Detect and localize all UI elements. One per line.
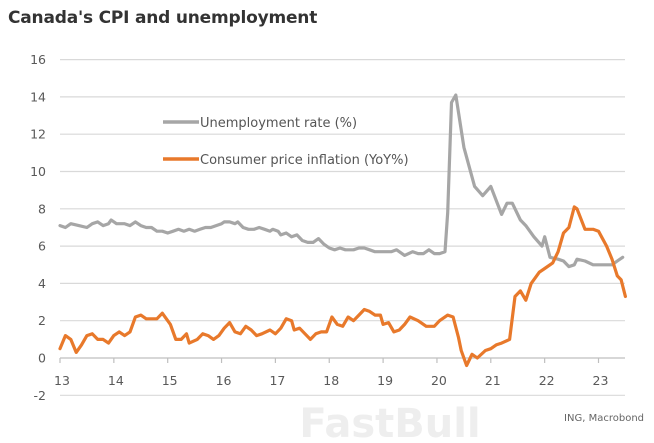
y-tick-label: 12 — [30, 127, 46, 142]
source-note: ING, Macrobond — [564, 413, 644, 424]
legend-label: Consumer price inflation (YoY%) — [200, 153, 409, 168]
unemployment-rate-line — [58, 93, 625, 269]
x-axis: 13 14 15 16 17 18 19 20 21 22 23 — [54, 357, 625, 388]
y-tick-label: 10 — [30, 164, 46, 179]
cpi-inflation-line — [58, 205, 627, 368]
watermark: FastBull — [299, 401, 480, 443]
x-tick-label: 13 — [54, 373, 70, 388]
y-tick-label: -2 — [34, 388, 46, 403]
y-tick-label: 2 — [38, 313, 46, 328]
y-axis-ticks: -2 0 2 4 6 8 10 12 14 16 — [30, 52, 46, 403]
x-tick-label: 22 — [539, 373, 555, 388]
x-tick-label: 14 — [108, 373, 124, 388]
x-tick-label: 20 — [431, 373, 447, 388]
y-tick-label: 14 — [30, 89, 46, 104]
y-tick-label: 6 — [38, 239, 46, 254]
y-tick-label: 0 — [38, 351, 46, 366]
y-tick-label: 4 — [38, 276, 46, 291]
legend: Unemployment rate (%) Consumer price infl… — [163, 116, 409, 168]
chart-title: Canada's CPI and unemployment — [8, 8, 318, 28]
x-tick-label: 15 — [162, 373, 178, 388]
series-lines — [58, 93, 627, 368]
x-tick-label: 23 — [593, 373, 609, 388]
x-tick-label: 18 — [323, 373, 339, 388]
x-tick-label: 17 — [269, 373, 285, 388]
x-tick-label: 16 — [216, 373, 232, 388]
y-tick-label: 16 — [30, 52, 46, 67]
x-tick-label: 19 — [377, 373, 393, 388]
y-tick-label: 8 — [38, 201, 46, 216]
x-tick-label: 21 — [485, 373, 501, 388]
legend-label: Unemployment rate (%) — [200, 116, 357, 131]
